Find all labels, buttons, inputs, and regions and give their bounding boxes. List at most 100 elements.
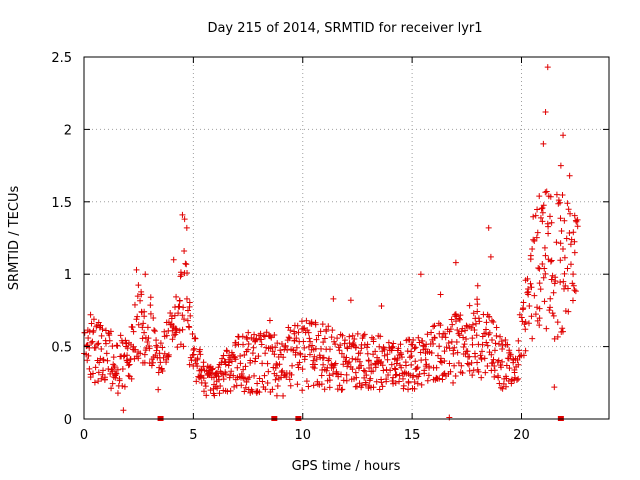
data-point [504, 341, 511, 348]
data-point [359, 382, 366, 389]
data-point [265, 368, 272, 375]
data-point [309, 342, 316, 349]
data-point [300, 338, 307, 345]
data-point [564, 285, 571, 292]
data-point [536, 193, 543, 200]
data-point [414, 380, 421, 387]
data-point [98, 346, 105, 353]
data-point [553, 191, 560, 198]
data-point [469, 341, 476, 348]
data-point [255, 353, 262, 360]
data-point [288, 371, 295, 378]
data-point [202, 383, 209, 390]
data-point [529, 246, 536, 253]
data-point [452, 372, 459, 379]
data-point [222, 371, 229, 378]
data-point [287, 327, 294, 334]
data-point [312, 319, 319, 326]
data-point [452, 259, 459, 266]
data-point [250, 344, 257, 351]
data-point [183, 224, 190, 231]
data-point [495, 357, 502, 364]
data-point [379, 362, 386, 369]
data-point [539, 260, 546, 267]
data-point [183, 261, 190, 268]
data-point [529, 335, 536, 342]
data-point [540, 202, 547, 209]
data-point [254, 380, 261, 387]
data-point [180, 343, 187, 350]
data-point [216, 390, 223, 397]
data-point [183, 295, 190, 302]
data-point [305, 343, 312, 350]
data-point [378, 358, 385, 365]
data-point [541, 265, 548, 272]
data-point [90, 316, 97, 323]
data-point [256, 375, 263, 382]
data-point [525, 288, 532, 295]
data-point [224, 348, 231, 355]
data-point [155, 386, 162, 393]
data-point [543, 325, 550, 332]
data-point [446, 345, 453, 352]
data-point [520, 299, 527, 306]
data-point [397, 341, 404, 348]
data-point [169, 327, 176, 334]
data-point [547, 193, 554, 200]
data-point [186, 361, 193, 368]
data-point [234, 364, 241, 371]
data-point [559, 246, 566, 253]
data-point [157, 340, 164, 347]
data-point [280, 354, 287, 361]
data-point [413, 365, 420, 372]
data-point [104, 357, 111, 364]
data-point [470, 310, 477, 317]
data-point [147, 294, 154, 301]
data-point [125, 372, 132, 379]
data-point [140, 320, 147, 327]
data-point [385, 339, 392, 346]
data-point [114, 390, 121, 397]
data-point [148, 362, 155, 369]
data-point [218, 359, 225, 366]
data-point [126, 361, 133, 368]
data-point [86, 365, 93, 372]
data-point [409, 341, 416, 348]
data-point [520, 305, 527, 312]
data-point [368, 361, 375, 368]
data-point [89, 338, 96, 345]
data-point [370, 368, 377, 375]
data-point [147, 302, 154, 309]
data-point [153, 337, 160, 344]
data-point [463, 335, 470, 342]
data-point [411, 378, 418, 385]
data-point [363, 372, 370, 379]
data-point [378, 379, 385, 386]
data-point [433, 364, 440, 371]
data-point [430, 340, 437, 347]
data-point [332, 341, 339, 348]
data-point [489, 336, 496, 343]
data-point [387, 367, 394, 374]
data-point [320, 339, 327, 346]
data-point [490, 318, 497, 325]
data-point [539, 209, 546, 216]
data-point [312, 345, 319, 352]
data-point [107, 328, 114, 335]
data-point [384, 356, 391, 363]
data-point [181, 316, 188, 323]
data-point [443, 344, 450, 351]
data-point [306, 335, 313, 342]
data-point [437, 291, 444, 298]
data-point [421, 367, 428, 374]
data-point [319, 367, 326, 374]
data-point [167, 321, 174, 328]
data-point [537, 286, 544, 293]
data-point [134, 313, 141, 320]
data-point [370, 384, 377, 391]
data-point [271, 351, 278, 358]
data-point [214, 385, 221, 392]
data-point [308, 319, 315, 326]
data-point [318, 381, 325, 388]
data-point [346, 333, 353, 340]
